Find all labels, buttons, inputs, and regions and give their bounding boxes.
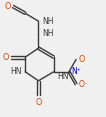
Text: NH: NH — [43, 29, 54, 38]
Text: NH: NH — [43, 17, 54, 26]
Text: O: O — [3, 53, 9, 62]
Text: N⁺: N⁺ — [71, 67, 81, 76]
Text: HN: HN — [57, 72, 68, 81]
Text: O: O — [5, 2, 11, 11]
Text: O: O — [78, 55, 84, 64]
Text: HN: HN — [11, 67, 22, 76]
Text: O⁻: O⁻ — [78, 80, 88, 89]
Text: O: O — [35, 98, 42, 107]
